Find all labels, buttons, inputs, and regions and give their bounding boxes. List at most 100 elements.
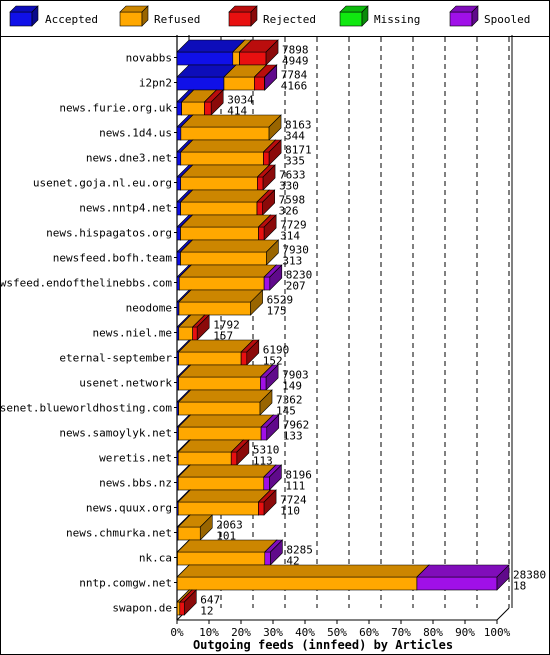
legend-label-missing: Missing: [374, 13, 421, 26]
category-label: nntp.comgw.net: [79, 577, 172, 590]
value-label-accepted: 326: [279, 205, 299, 218]
bar-segment-refused: [177, 364, 274, 391]
value-label-accepted: 133: [283, 430, 303, 443]
value-label-total: 8230: [286, 269, 313, 282]
bar-segment-rejected: [230, 439, 250, 466]
bar-segment-rejected: [256, 164, 276, 191]
value-label-total: 7724: [280, 494, 307, 507]
value-label-accepted: 313: [282, 255, 302, 268]
category-label: news.chmurka.net: [66, 527, 172, 540]
value-label-total: 7898: [282, 44, 309, 57]
value-label-accepted: 4949: [282, 55, 309, 68]
bar-segment-refused: [177, 514, 213, 541]
value-label-accepted: 344: [285, 130, 305, 143]
bar-segment-rejected: [203, 89, 224, 116]
bar-segment-rejected: [257, 489, 277, 516]
category-label: nk.ca: [139, 552, 172, 565]
x-tick-label: 0%: [170, 626, 184, 639]
value-label-total: 7729: [280, 219, 307, 232]
category-label: news.samoylyk.net: [59, 427, 172, 440]
bar-segment-refused: [179, 164, 271, 191]
bar-segment-spooled: [259, 364, 279, 391]
x-tick-label: 60%: [359, 626, 379, 639]
category-label: news.niel.me: [93, 327, 172, 340]
category-label: newsfeed.endofthelinebbs.com: [0, 277, 172, 290]
category-label: swapon.de: [112, 602, 172, 615]
value-label-total: 8196: [285, 469, 312, 482]
bar-segment-rejected: [238, 39, 279, 66]
value-label-total: 7784: [281, 69, 308, 82]
legend-swatch-refused: [119, 5, 149, 27]
bar-segment-spooled: [263, 464, 283, 491]
value-label-accepted: 335: [285, 155, 305, 168]
x-axis-title: Outgoing feeds (innfeed) by Articles: [193, 638, 453, 652]
value-label-total: 6529: [267, 294, 294, 307]
category-label: novabbs: [126, 52, 172, 65]
bar-segment-rejected: [179, 589, 198, 616]
value-label-accepted: 111: [285, 480, 305, 493]
value-label-accepted: 157: [213, 330, 233, 343]
bar-segment-refused: [180, 114, 282, 141]
value-label-accepted: 152: [263, 355, 283, 368]
bar-segment-rejected: [262, 139, 282, 166]
bar-segment-refused: [179, 189, 270, 216]
legend-label-accepted: Accepted: [45, 13, 98, 26]
category-label: news.quux.org: [86, 502, 172, 515]
legend-swatch-missing: [339, 5, 369, 27]
x-tick-label: 100%: [484, 626, 511, 639]
value-label-accepted: 145: [276, 405, 296, 418]
bar-segment-refused: [178, 289, 264, 316]
category-label: i2pn2: [139, 77, 172, 90]
value-label-accepted: 414: [227, 105, 247, 118]
bar-segment-refused: [179, 214, 272, 241]
x-tick-label: 30%: [263, 626, 283, 639]
value-label-accepted: 4166: [281, 80, 308, 93]
category-label: usenet.blueworldhosting.com: [0, 402, 172, 415]
x-tick-label: 80%: [423, 626, 443, 639]
x-tick-label: 50%: [327, 626, 347, 639]
bar-segment-rejected: [257, 214, 277, 241]
value-label-total: 6190: [263, 344, 290, 357]
category-label: usenet.goja.nl.eu.org: [33, 177, 172, 190]
value-label-total: 7362: [276, 394, 303, 407]
value-label-total: 8163: [285, 119, 312, 132]
category-label: news.1d4.us: [99, 127, 172, 140]
value-label-total: 8285: [286, 544, 313, 557]
bar-segment-refused: [176, 539, 278, 566]
value-label-accepted: 18: [513, 580, 526, 593]
legend-label-refused: Refused: [154, 13, 201, 26]
value-label-accepted: 175: [267, 305, 287, 318]
x-tick-label: 70%: [391, 626, 411, 639]
bar-segment-refused: [177, 489, 272, 516]
category-label: news.dne3.net: [86, 152, 172, 165]
value-label-total: 7598: [279, 194, 306, 207]
bar-segment-spooled: [263, 264, 283, 291]
bar-segment-refused: [177, 389, 273, 416]
x-tick-label: 90%: [455, 626, 475, 639]
category-label: news.hispagatos.org: [46, 227, 172, 240]
category-label: news.furie.org.uk: [59, 102, 172, 115]
legend-swatch-accepted: [9, 5, 39, 27]
bar-segment-refused: [177, 464, 277, 491]
value-label-total: 7633: [279, 169, 306, 182]
legend-label-rejected: Rejected: [263, 13, 316, 26]
category-label: eternal-september: [59, 352, 172, 365]
bar-segment-spooled: [263, 64, 278, 91]
bar-segment-refused: [178, 264, 277, 291]
value-label-total: 28380: [513, 569, 546, 582]
value-label-total: 3034: [227, 94, 254, 107]
category-label: newsfeed.bofh.team: [53, 252, 173, 265]
bar-segment-accepted: [176, 64, 237, 91]
bar-segment-rejected: [256, 189, 276, 216]
value-label-total: 2063: [216, 519, 243, 532]
x-tick-label: 10%: [199, 626, 219, 639]
category-label: neodome: [126, 302, 172, 315]
value-label-total: 7930: [282, 244, 309, 257]
value-label-total: 1792: [213, 319, 240, 332]
value-label-accepted: 314: [280, 230, 300, 243]
bar-segment-refused: [176, 564, 430, 591]
legend-swatch-rejected: [228, 5, 258, 27]
x-tick-label: 20%: [231, 626, 251, 639]
value-label-total: 8171: [285, 144, 312, 157]
